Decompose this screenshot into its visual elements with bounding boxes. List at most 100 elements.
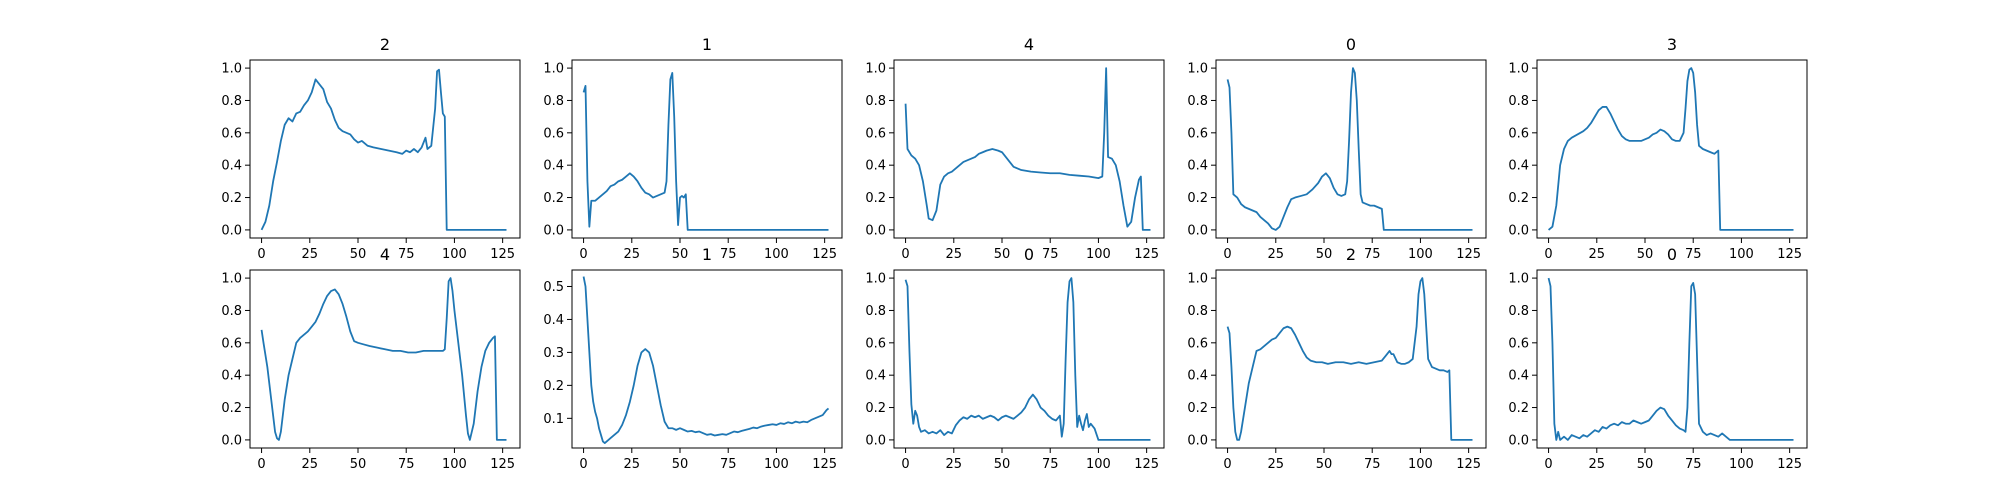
x-tick-label: 75 [1364, 457, 1381, 472]
y-tick-label: 0.6 [221, 336, 242, 351]
x-tick-label: 75 [1042, 457, 1059, 472]
x-tick-label: 125 [1134, 247, 1159, 262]
x-tick-label: 100 [442, 457, 467, 472]
y-tick-label: 0.6 [221, 126, 242, 141]
x-tick-label: 25 [1268, 247, 1285, 262]
axes-frame [571, 59, 843, 239]
x-tick-label: 75 [1042, 247, 1059, 262]
x-tick-label: 50 [672, 247, 689, 262]
x-tick-label: 0 [901, 247, 909, 262]
x-tick-label: 50 [350, 247, 367, 262]
x-tick-label: 0 [1223, 247, 1231, 262]
y-tick-label: 0.2 [543, 379, 564, 394]
x-tick-label: 50 [1637, 457, 1654, 472]
x-tick-label: 50 [672, 457, 689, 472]
y-tick-label: 0.6 [543, 126, 564, 141]
x-tick-label: 75 [1364, 247, 1381, 262]
x-tick-label: 0 [257, 247, 265, 262]
x-tick-label: 100 [1086, 247, 1111, 262]
y-tick-label: 0.4 [221, 159, 242, 174]
y-tick-label: 0.6 [1187, 336, 1208, 351]
x-tick-label: 50 [1316, 247, 1333, 262]
x-tick-label: 125 [1456, 247, 1481, 262]
series-line [1226, 277, 1473, 441]
y-tick-label: 0.6 [1187, 126, 1208, 141]
x-tick-label: 100 [764, 457, 789, 472]
x-tick-label: 0 [579, 247, 587, 262]
subplot-title: 4 [380, 245, 390, 264]
subplot-title: 0 [1667, 245, 1677, 264]
subplot-9: 2 0 25 50 75 100 125 0.0 0.2 0.4 0.6 0.8 1.0 [1187, 245, 1487, 472]
x-tick-label: 0 [257, 457, 265, 472]
x-tick-label: 125 [490, 457, 515, 472]
series-line [1547, 277, 1794, 441]
axes-frame [1215, 59, 1487, 239]
x-tick-label: 100 [1408, 457, 1433, 472]
y-tick-label: 0.8 [221, 304, 242, 319]
subplot-title: 2 [380, 35, 390, 54]
axes-frame [249, 59, 521, 239]
subplot-title: 2 [1346, 245, 1356, 264]
subplot-8: 0 0 25 50 75 100 125 0.0 0.2 0.4 0.6 0.8 1.0 [865, 245, 1165, 472]
y-tick-label: 0.4 [1508, 159, 1529, 174]
x-tick-label: 25 [946, 457, 963, 472]
x-tick-label: 100 [1729, 457, 1754, 472]
y-tick-label: 0.8 [1187, 304, 1208, 319]
x-tick-label: 75 [720, 247, 737, 262]
x-tick-label: 125 [490, 247, 515, 262]
y-tick-label: 0.0 [865, 433, 886, 448]
y-tick-label: 0.0 [1508, 433, 1529, 448]
subplot-2: 1 0 25 50 75 100 125 0.0 0.2 0.4 0.6 0.8 1.0 [543, 35, 843, 262]
x-tick-label: 75 [1685, 457, 1702, 472]
x-tick-label: 50 [1316, 457, 1333, 472]
y-tick-label: 0.0 [1508, 223, 1529, 238]
series-line [1226, 67, 1473, 231]
y-tick-label: 0.8 [865, 304, 886, 319]
x-tick-label: 125 [812, 457, 837, 472]
y-tick-label: 0.8 [1508, 304, 1529, 319]
x-tick-label: 125 [812, 247, 837, 262]
x-tick-label: 50 [994, 247, 1011, 262]
x-tick-label: 25 [946, 247, 963, 262]
axes-frame [1215, 269, 1487, 449]
y-tick-label: 0.3 [543, 346, 564, 361]
series-line [582, 276, 830, 444]
y-tick-label: 0.0 [221, 433, 242, 448]
y-tick-label: 0.6 [865, 126, 886, 141]
y-tick-label: 0.2 [865, 191, 886, 206]
y-tick-label: 1.0 [543, 62, 564, 77]
x-tick-label: 100 [764, 247, 789, 262]
y-tick-label: 1.0 [221, 62, 242, 77]
subplot-title: 0 [1024, 245, 1034, 264]
subplot-title: 3 [1667, 35, 1677, 54]
y-tick-label: 1.0 [221, 272, 242, 287]
y-tick-label: 0.2 [865, 401, 886, 416]
y-tick-label: 0.6 [865, 336, 886, 351]
x-tick-label: 25 [1268, 457, 1285, 472]
y-tick-label: 1.0 [1508, 272, 1529, 287]
subplot-title: 4 [1024, 35, 1034, 54]
y-tick-label: 0.4 [221, 369, 242, 384]
x-tick-label: 125 [1777, 457, 1802, 472]
y-tick-label: 0.8 [1187, 94, 1208, 109]
axes-frame [893, 269, 1165, 449]
x-tick-label: 25 [302, 457, 319, 472]
y-tick-label: 0.2 [1187, 191, 1208, 206]
axes-frame [249, 269, 521, 449]
y-tick-label: 0.2 [543, 191, 564, 206]
series-line [582, 72, 829, 231]
y-tick-label: 0.4 [543, 313, 564, 328]
x-tick-label: 0 [901, 457, 909, 472]
subplot-5: 3 0 25 50 75 100 125 0.0 0.2 0.4 0.6 0.8 1.0 [1508, 35, 1808, 262]
subplot-title: 0 [1346, 35, 1356, 54]
subplot-title: 1 [702, 35, 712, 54]
axes-frame [571, 269, 843, 449]
y-tick-label: 0.0 [221, 223, 242, 238]
x-tick-label: 25 [1589, 457, 1606, 472]
x-tick-label: 25 [302, 247, 319, 262]
x-tick-label: 0 [1544, 457, 1552, 472]
y-tick-label: 1.0 [1187, 272, 1208, 287]
x-tick-label: 75 [398, 457, 415, 472]
y-tick-label: 0.2 [1187, 401, 1208, 416]
